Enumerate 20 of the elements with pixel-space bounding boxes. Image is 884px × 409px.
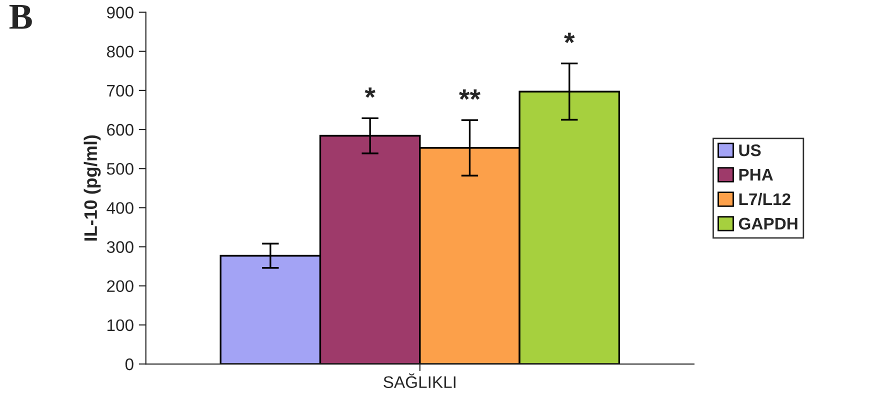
legend-label: PHA [739, 169, 773, 181]
y-tick-label: 700 [107, 84, 134, 97]
y-tick-label: 100 [108, 319, 134, 332]
y-axis-title: IL-10 (pg/ml) [84, 135, 101, 241]
annotation: * [564, 32, 575, 44]
y-tick-label: 800 [106, 46, 134, 58]
y-tick-label: 0 [125, 358, 134, 370]
x-tick-label: SAĞLIKLI [384, 373, 456, 388]
y-tick-label: 600 [107, 124, 134, 136]
annotation: * [364, 87, 376, 98]
y-tick-label: 900 [107, 6, 134, 18]
legend-label: US [739, 144, 761, 156]
y-tick-label: 300 [106, 241, 134, 253]
legend-label: GAPDH [738, 218, 798, 230]
y-tick-label: 200 [107, 280, 134, 292]
annotation: ** [458, 89, 481, 100]
legend-label: L7/L12 [739, 192, 790, 206]
text: B [9, 4, 32, 29]
y-tick-label: 500 [106, 163, 134, 175]
y-tick-label: 400 [106, 202, 134, 214]
